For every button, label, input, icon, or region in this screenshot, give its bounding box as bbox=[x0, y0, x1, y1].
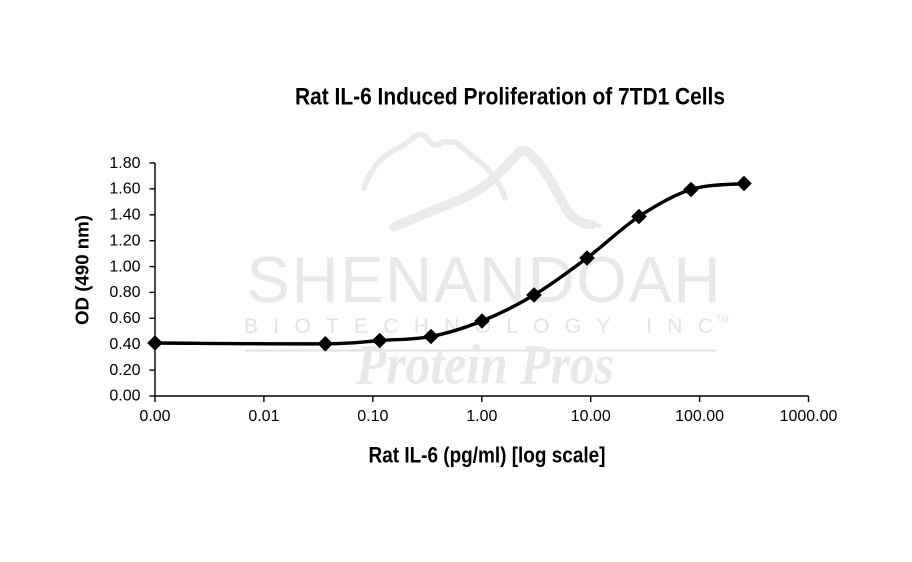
svg-text:TM: TM bbox=[716, 314, 729, 324]
svg-text:1.80: 1.80 bbox=[109, 155, 140, 172]
svg-text:OD (490 nm): OD (490 nm) bbox=[73, 215, 93, 325]
svg-text:0.20: 0.20 bbox=[109, 362, 140, 379]
svg-text:Rat IL-6 Induced Proliferation: Rat IL-6 Induced Proliferation of 7TD1 C… bbox=[295, 84, 725, 111]
svg-text:1.20: 1.20 bbox=[109, 232, 140, 249]
svg-text:0.40: 0.40 bbox=[109, 336, 140, 353]
svg-text:0.01: 0.01 bbox=[248, 408, 279, 425]
svg-text:1.60: 1.60 bbox=[109, 181, 140, 198]
svg-text:SHENANDOAH: SHENANDOAH bbox=[247, 243, 721, 316]
svg-text:0.80: 0.80 bbox=[109, 284, 140, 301]
svg-text:Rat IL-6 (pg/ml) [log scale]: Rat IL-6 (pg/ml) [log scale] bbox=[369, 443, 606, 468]
svg-text:1.00: 1.00 bbox=[466, 408, 497, 425]
svg-text:1000.00: 1000.00 bbox=[780, 408, 838, 425]
svg-text:0.00: 0.00 bbox=[139, 408, 170, 425]
svg-text:10.00: 10.00 bbox=[571, 408, 611, 425]
svg-text:1.40: 1.40 bbox=[109, 207, 140, 224]
svg-text:1.00: 1.00 bbox=[109, 258, 140, 275]
svg-text:0.10: 0.10 bbox=[357, 408, 388, 425]
svg-text:0.60: 0.60 bbox=[109, 310, 140, 327]
svg-text:100.00: 100.00 bbox=[675, 408, 724, 425]
svg-text:BIOTECHNOLOGY INC: BIOTECHNOLOGY INC bbox=[244, 315, 713, 338]
svg-text:0.00: 0.00 bbox=[109, 388, 140, 405]
svg-text:Protein Pros: Protein Pros bbox=[355, 334, 614, 397]
